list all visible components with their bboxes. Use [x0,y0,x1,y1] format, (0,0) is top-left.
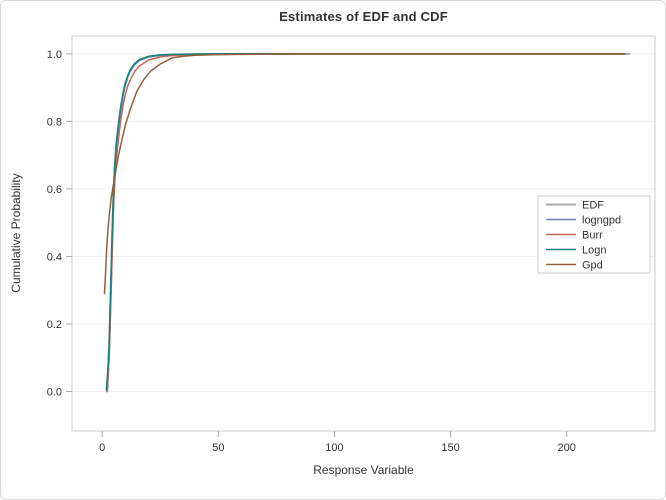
x-tick-label: 150 [441,442,459,454]
chart-title: Estimates of EDF and CDF [279,9,448,24]
legend-label-edf: EDF [582,200,604,212]
x-axis-title: Response Variable [313,463,414,477]
x-tick-label: 50 [212,442,224,454]
legend-label-gpd: Gpd [582,260,603,272]
x-tick-label: 200 [558,442,576,454]
x-tick-label: 100 [325,442,343,454]
series-curve-logn [105,53,626,391]
y-axis-title: Cumulative Probability [9,173,23,293]
y-tick-label: 0.2 [47,319,62,331]
legend-label-burr: Burr [582,230,603,242]
y-tick-label: 0.0 [47,387,62,399]
y-tick-label: 0.4 [47,251,62,263]
x-tick-label: 0 [99,442,105,454]
y-tick-label: 0.8 [47,116,62,128]
plot-frame [71,35,656,432]
series-curve-gpd [103,53,626,295]
legend-label-logngpd: logngpd [582,215,621,227]
y-tick-label: 0.6 [47,184,62,196]
y-tick-label: 1.0 [47,49,62,61]
legend-label-logn: Logn [582,245,606,257]
